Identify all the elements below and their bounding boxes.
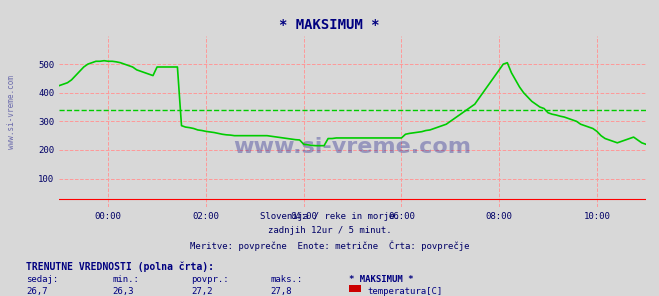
- Text: zadnjih 12ur / 5 minut.: zadnjih 12ur / 5 minut.: [268, 226, 391, 235]
- Text: 27,8: 27,8: [270, 287, 292, 295]
- Text: * MAKSIMUM *: * MAKSIMUM *: [279, 18, 380, 32]
- Text: min.:: min.:: [112, 275, 139, 284]
- Text: * MAKSIMUM *: * MAKSIMUM *: [349, 275, 414, 284]
- Text: 27,2: 27,2: [191, 287, 213, 295]
- Text: Slovenija / reke in morje.: Slovenija / reke in morje.: [260, 212, 399, 221]
- Text: sedaj:: sedaj:: [26, 275, 59, 284]
- Text: www.si-vreme.com: www.si-vreme.com: [7, 75, 16, 149]
- Text: 26,3: 26,3: [112, 287, 134, 295]
- Text: 26,7: 26,7: [26, 287, 48, 295]
- Text: www.si-vreme.com: www.si-vreme.com: [233, 137, 472, 157]
- Text: TRENUTNE VREDNOSTI (polna črta):: TRENUTNE VREDNOSTI (polna črta):: [26, 262, 214, 272]
- Text: temperatura[C]: temperatura[C]: [368, 287, 443, 295]
- Text: Meritve: povprečne  Enote: metrične  Črta: povprečje: Meritve: povprečne Enote: metrične Črta:…: [190, 240, 469, 250]
- Text: maks.:: maks.:: [270, 275, 302, 284]
- Text: povpr.:: povpr.:: [191, 275, 229, 284]
